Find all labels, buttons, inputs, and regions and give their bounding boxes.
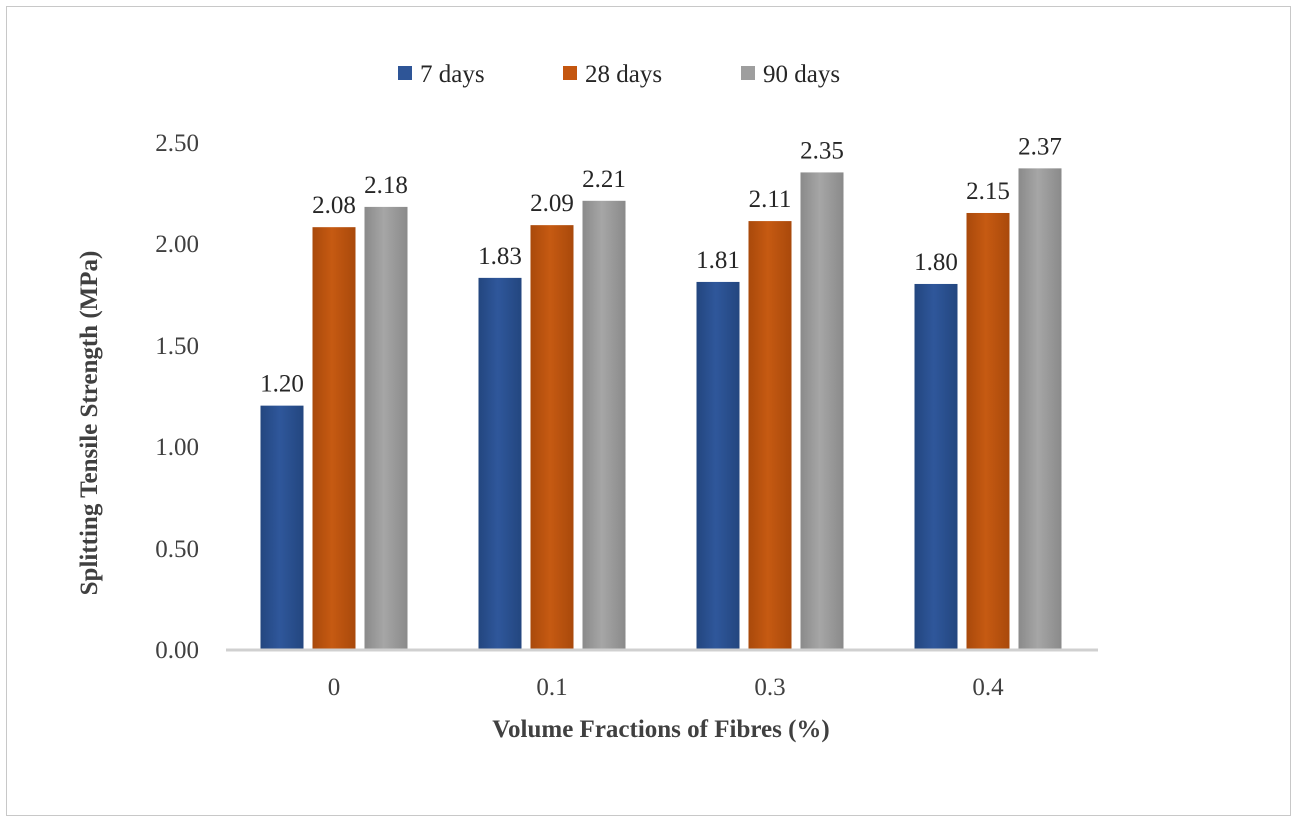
bar-7-days-0.1	[478, 277, 522, 649]
data-label-28-days-0.3: 2.11	[749, 186, 792, 213]
legend-item-90-days: 90 days	[741, 61, 840, 88]
data-label-7-days-0.3: 1.81	[696, 247, 740, 274]
bar-28-days-0.3	[748, 221, 792, 650]
data-label-90-days-0.4: 2.37	[1018, 133, 1062, 160]
y-tick-label: 0.00	[155, 637, 199, 664]
x-axis-ticks: 0 0.1 0.3 0.4	[328, 674, 1004, 701]
data-label-90-days-0: 2.18	[364, 172, 408, 199]
chart-frame	[6, 6, 1291, 816]
x-tick-label: 0.4	[972, 674, 1004, 701]
y-tick-label: 0.50	[155, 536, 199, 563]
y-axis-ticks: 0.00 0.50 1.00 1.50 2.00 2.50	[155, 130, 199, 664]
data-label-7-days-0.4: 1.80	[914, 249, 958, 276]
bar-7-days-0.3	[696, 281, 740, 649]
x-tick-label: 0	[328, 674, 341, 701]
bar-7-days-0	[260, 405, 304, 649]
legend-swatch-7-days	[398, 66, 412, 80]
bar-90-days-0.4	[1018, 168, 1062, 649]
legend-swatch-28-days	[563, 66, 577, 80]
bar-28-days-0.1	[530, 225, 574, 649]
data-label-7-days-0.1: 1.83	[478, 243, 522, 270]
bar-28-days-0.4	[966, 212, 1010, 650]
legend: 7 days 28 days 90 days	[398, 61, 840, 88]
bar-7-days-0.4	[914, 283, 958, 649]
x-tick-label: 0.3	[754, 674, 785, 701]
bar-90-days-0	[364, 206, 408, 649]
y-tick-label: 2.50	[155, 130, 199, 157]
bar-90-days-0.1	[582, 200, 626, 649]
legend-item-7-days: 7 days	[398, 61, 485, 88]
y-axis-title: Splitting Tensile Strength (MPa)	[76, 251, 103, 596]
legend-label-90-days: 90 days	[763, 61, 840, 88]
legend-label-7-days: 7 days	[420, 61, 485, 88]
y-tick-label: 1.50	[155, 333, 199, 360]
data-label-90-days-0.1: 2.21	[582, 166, 626, 193]
data-label-28-days-0.4: 2.15	[966, 178, 1010, 205]
y-tick-label: 1.00	[155, 434, 199, 461]
bars-group	[260, 168, 1062, 650]
x-axis-title: Volume Fractions of Fibres (%)	[492, 716, 829, 743]
data-labels-group: 1.20 2.08 2.18 1.83 2.09 2.21 1.81 2.11 2.35 1.80…	[260, 133, 1062, 397]
data-label-28-days-0.1: 2.09	[530, 190, 574, 217]
legend-label-28-days: 28 days	[585, 61, 662, 88]
y-tick-label: 2.00	[155, 231, 199, 258]
bar-28-days-0	[312, 227, 356, 649]
x-tick-label: 0.1	[536, 674, 567, 701]
bar-90-days-0.3	[800, 172, 844, 650]
legend-swatch-90-days	[741, 66, 755, 80]
data-label-90-days-0.3: 2.35	[800, 137, 844, 164]
legend-item-28-days: 28 days	[563, 61, 662, 88]
data-label-28-days-0: 2.08	[312, 192, 356, 219]
data-label-7-days-0: 1.20	[260, 371, 304, 398]
